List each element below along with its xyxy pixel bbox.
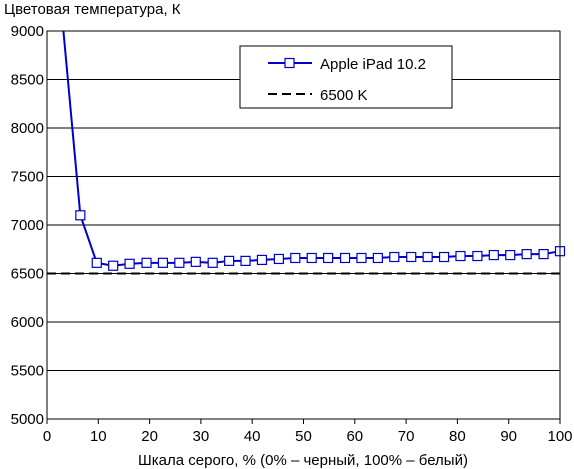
y-tick-label: 5000 xyxy=(11,411,44,428)
plot-frame xyxy=(46,30,561,420)
x-tick-label: 0 xyxy=(43,428,51,445)
data-point xyxy=(306,252,317,264)
chart-title: Цветовая температура, К xyxy=(4,1,181,18)
x-axis-ticks: 0 10 20 30 40 50 60 70 80 90 100 xyxy=(43,419,573,445)
data-point xyxy=(505,249,516,261)
data-point xyxy=(124,258,135,269)
y-axis-ticks: 5000 5500 6000 6500 7000 7500 8000 8500 9000 xyxy=(11,23,44,428)
data-point xyxy=(339,252,351,264)
legend: Apple iPad 10.2 6500 K xyxy=(239,45,453,109)
y-tick-label: 5500 xyxy=(11,363,44,380)
x-tick-label: 70 xyxy=(398,428,415,445)
data-point xyxy=(224,255,235,266)
data-point xyxy=(455,250,466,262)
y-tick-label: 8000 xyxy=(11,120,44,137)
data-point xyxy=(290,252,301,264)
x-tick-label: 50 xyxy=(295,428,312,445)
x-tick-label: 20 xyxy=(141,428,158,445)
data-point xyxy=(190,256,201,267)
data-point xyxy=(207,257,218,268)
data-point xyxy=(472,250,483,262)
y-tick-label: 6500 xyxy=(11,266,44,283)
legend-label-ipad: Apple iPad 10.2 xyxy=(320,56,426,73)
grid-lines xyxy=(47,79,560,371)
data-point xyxy=(356,252,367,264)
data-point xyxy=(141,257,152,268)
y-tick-label: 7500 xyxy=(11,169,44,186)
data-point xyxy=(240,255,251,266)
data-point xyxy=(488,249,499,261)
legend-marker-ipad xyxy=(284,57,295,69)
data-point xyxy=(521,249,532,260)
x-tick-label: 60 xyxy=(346,428,363,445)
data-point xyxy=(174,257,185,268)
y-tick-label: 8500 xyxy=(11,72,44,89)
data-point xyxy=(422,251,433,263)
y-tick-label: 9000 xyxy=(11,23,44,40)
data-point xyxy=(91,257,102,268)
x-tick-label: 90 xyxy=(500,428,517,445)
data-point xyxy=(406,251,417,263)
x-tick-label: 10 xyxy=(90,428,107,445)
x-tick-label: 30 xyxy=(193,428,210,445)
data-point xyxy=(438,251,450,263)
data-point xyxy=(256,254,268,266)
y-tick-label: 7000 xyxy=(11,217,44,234)
x-tick-label: 100 xyxy=(547,428,572,445)
data-point xyxy=(372,252,383,264)
data-point xyxy=(75,210,86,221)
x-axis-label: Шкала серого, % (0% – черный, 100% – бел… xyxy=(138,452,468,469)
series-layer xyxy=(47,30,566,275)
legend-box xyxy=(239,45,453,109)
data-point xyxy=(157,257,169,268)
data-point xyxy=(273,253,284,265)
x-tick-label: 40 xyxy=(244,428,261,445)
data-point xyxy=(538,249,549,260)
data-point xyxy=(108,260,119,271)
legend-label-6500k: 6500 K xyxy=(320,87,368,104)
data-point xyxy=(389,251,400,263)
x-tick-label: 80 xyxy=(449,428,466,445)
data-point xyxy=(323,252,334,264)
y-tick-label: 6000 xyxy=(11,314,44,331)
